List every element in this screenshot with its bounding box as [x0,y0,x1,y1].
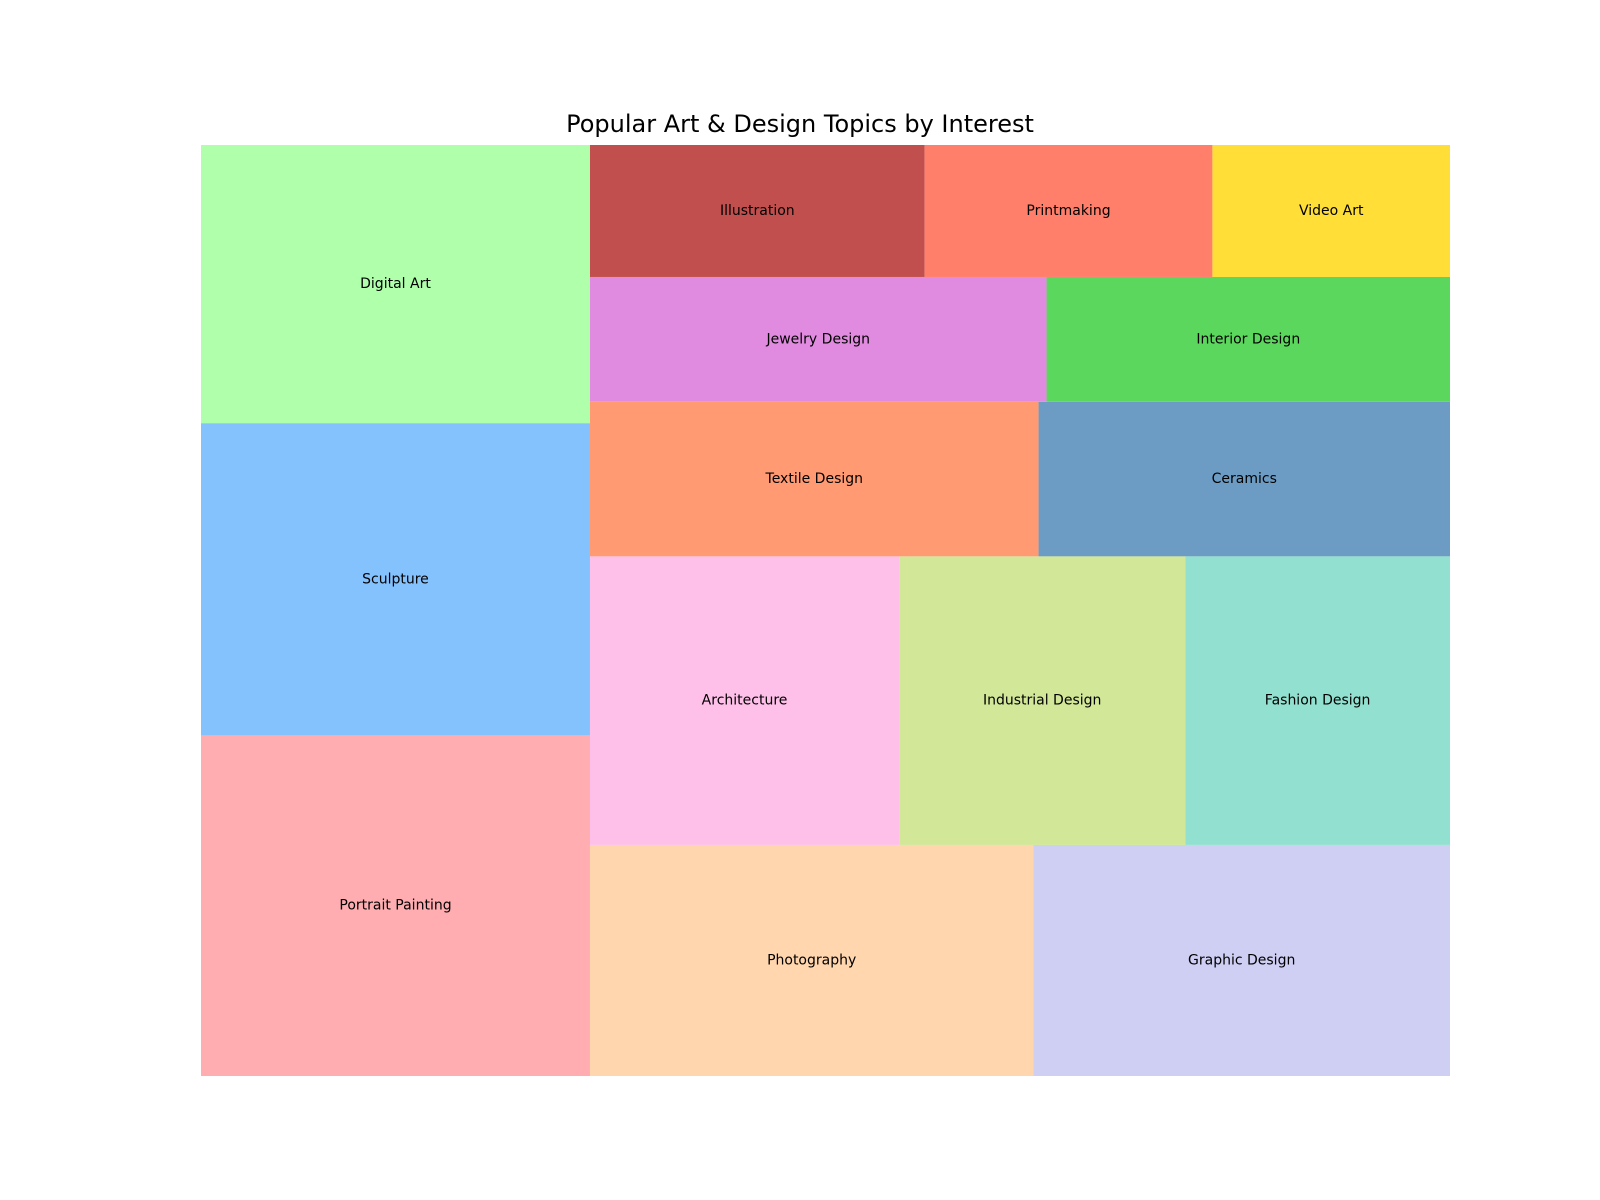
tile-digital-art [201,145,590,424]
tile-label-digital-art: Digital Art [360,276,431,292]
chart-title: Popular Art & Design Topics by Interest [566,110,1034,138]
tile-fashion-design [1185,556,1450,845]
tile-label-video-art: Video Art [1299,203,1364,219]
tile-graphic-design [1033,844,1450,1076]
tile-label-industrial-design: Industrial Design [983,693,1101,709]
tile-printmaking [924,145,1213,277]
tile-architecture [589,556,900,845]
tile-label-photography: Photography [767,952,856,968]
tile-sculpture [201,423,590,736]
tile-label-ceramics: Ceramics [1212,471,1277,487]
tile-label-textile-design: Textile Design [765,471,864,487]
tile-interior-design [1046,276,1450,402]
tile-label-architecture: Architecture [702,693,788,709]
tile-label-interior-design: Interior Design [1196,331,1300,347]
tile-photography [589,844,1034,1076]
tile-label-graphic-design: Graphic Design [1188,952,1295,968]
tile-label-portrait-painting: Portrait Painting [339,898,451,914]
tile-jewelry-design [589,276,1047,402]
tile-label-illustration: Illustration [720,203,795,219]
tile-label-jewelry-design: Jewelry Design [765,331,870,347]
tile-textile-design [589,401,1039,557]
tile-illustration [589,145,925,277]
tile-portrait-painting [201,735,590,1076]
tile-label-fashion-design: Fashion Design [1265,693,1371,709]
tile-label-sculpture: Sculpture [362,571,429,587]
tile-industrial-design [899,556,1186,845]
tile-label-printmaking: Printmaking [1026,203,1110,219]
tile-video-art [1212,145,1450,277]
tile-ceramics [1038,401,1450,557]
